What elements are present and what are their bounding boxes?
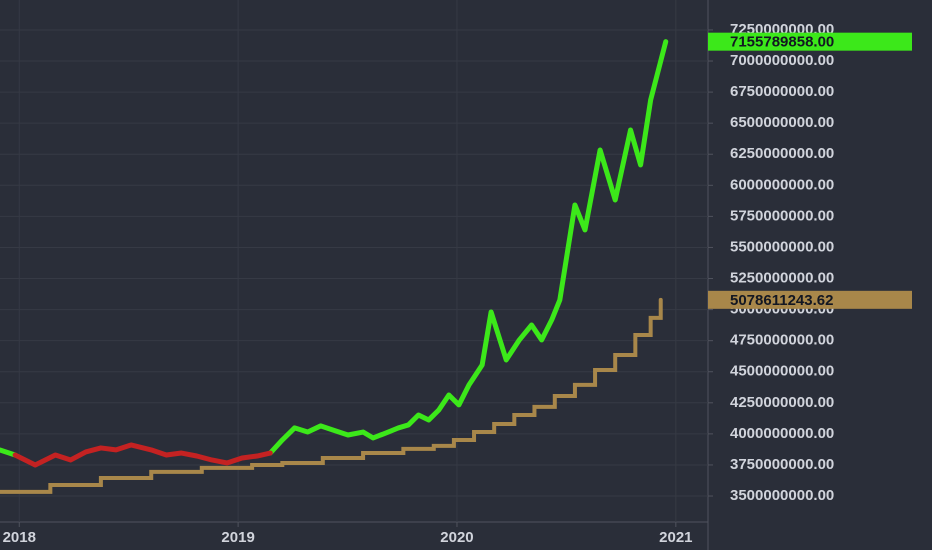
y-tick-label: 4750000000.00 xyxy=(730,332,834,349)
line xyxy=(267,39,669,456)
y-tick-label: 6250000000.00 xyxy=(730,145,834,162)
y-tick-label: 4000000000.00 xyxy=(730,425,834,442)
line xyxy=(12,442,273,468)
y-tick-label: 5750000000.00 xyxy=(730,207,834,224)
y-tick-label: 4250000000.00 xyxy=(730,394,834,411)
price-label-box xyxy=(708,32,912,51)
price-label: 7155789858.00 xyxy=(730,34,834,51)
y-tick-label: 3500000000.00 xyxy=(730,487,834,504)
y-tick-label: 6000000000.00 xyxy=(730,176,834,193)
y-tick-label: 7000000000.00 xyxy=(730,52,834,69)
y-tick-label: 6500000000.00 xyxy=(730,114,834,131)
y-tick-label: 5500000000.00 xyxy=(730,238,834,255)
line xyxy=(0,447,18,458)
y-tick-label: 4500000000.00 xyxy=(730,363,834,380)
x-tick-label: 2018 xyxy=(3,529,36,546)
x-tick-label: 2021 xyxy=(659,529,692,546)
price-label-box xyxy=(708,290,912,309)
price-label: 5078611243.62 xyxy=(730,292,833,309)
y-tick-label: 6750000000.00 xyxy=(730,83,834,100)
x-tick-label: 2019 xyxy=(221,529,254,546)
line xyxy=(0,297,663,494)
y-tick-label: 3750000000.00 xyxy=(730,456,834,473)
y-tick-label: 5250000000.00 xyxy=(730,269,834,286)
x-tick-label: 2020 xyxy=(440,529,473,546)
